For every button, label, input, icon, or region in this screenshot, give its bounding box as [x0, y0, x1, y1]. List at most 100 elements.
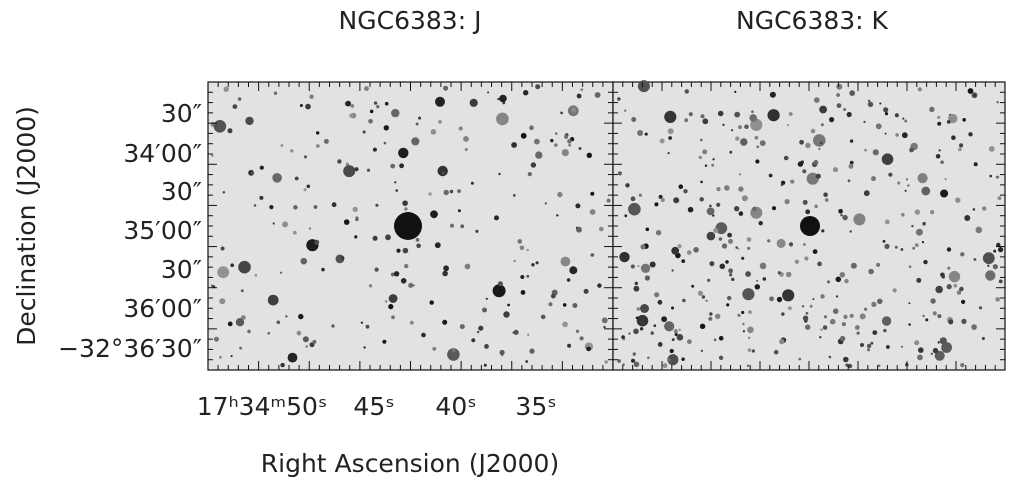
- star: [978, 306, 983, 310]
- star: [883, 107, 889, 113]
- star: [664, 321, 675, 332]
- star: [742, 330, 746, 333]
- star: [948, 319, 954, 325]
- star: [917, 87, 922, 92]
- star: [813, 97, 820, 103]
- star: [921, 241, 925, 244]
- star: [806, 172, 819, 185]
- star: [476, 330, 480, 334]
- star: [497, 281, 503, 287]
- star: [687, 339, 692, 345]
- star: [658, 194, 663, 199]
- star: [956, 290, 962, 295]
- star: [302, 336, 309, 343]
- star: [918, 347, 924, 353]
- star: [835, 295, 839, 298]
- star: [688, 112, 693, 117]
- star: [683, 189, 688, 194]
- star: [922, 314, 925, 318]
- star: [847, 363, 853, 369]
- star: [597, 283, 602, 288]
- star: [721, 243, 728, 249]
- star: [693, 247, 699, 253]
- star: [788, 306, 792, 310]
- star: [576, 226, 582, 233]
- star: [590, 191, 595, 196]
- star: [287, 352, 298, 363]
- star: [856, 331, 860, 335]
- star: [530, 162, 537, 168]
- star: [396, 248, 401, 253]
- star: [987, 264, 990, 267]
- star: [985, 270, 996, 281]
- star: [635, 316, 639, 320]
- star: [839, 335, 846, 342]
- star: [756, 145, 760, 149]
- star: [383, 141, 387, 145]
- bright-star: [394, 212, 422, 240]
- star: [849, 230, 852, 233]
- star: [659, 138, 665, 144]
- star: [700, 349, 704, 352]
- star: [846, 111, 852, 118]
- star: [726, 303, 730, 307]
- star: [812, 298, 815, 301]
- star: [843, 356, 849, 363]
- star: [384, 300, 388, 303]
- star: [384, 101, 389, 106]
- star: [239, 346, 243, 350]
- star: [365, 324, 370, 329]
- star: [728, 238, 733, 244]
- star: [628, 332, 631, 335]
- star: [671, 306, 674, 310]
- star: [402, 200, 408, 206]
- star: [930, 210, 935, 215]
- star: [637, 130, 644, 136]
- star: [700, 114, 705, 119]
- star: [716, 202, 721, 207]
- star: [738, 211, 744, 216]
- star: [883, 328, 887, 333]
- star: [932, 347, 939, 354]
- star: [562, 303, 567, 307]
- star: [734, 111, 741, 118]
- star: [478, 325, 484, 331]
- star: [849, 90, 855, 96]
- star: [640, 304, 649, 313]
- star: [418, 116, 422, 120]
- star: [568, 143, 572, 147]
- star: [383, 125, 389, 131]
- star: [866, 343, 872, 349]
- star: [935, 285, 943, 294]
- star: [527, 172, 532, 177]
- star: [777, 271, 781, 275]
- star: [802, 315, 809, 321]
- star: [222, 191, 226, 194]
- star: [968, 132, 973, 137]
- star: [669, 348, 674, 354]
- star: [832, 167, 839, 173]
- star: [929, 106, 935, 113]
- star: [290, 149, 294, 153]
- star: [805, 324, 811, 330]
- star: [649, 261, 656, 268]
- star: [742, 322, 745, 326]
- star: [590, 253, 595, 257]
- star: [415, 238, 420, 242]
- star: [254, 274, 258, 277]
- star: [734, 206, 740, 212]
- star: [712, 214, 715, 217]
- star: [484, 344, 489, 349]
- star: [667, 358, 671, 362]
- y-tick-label: 30″: [161, 255, 202, 284]
- star: [657, 342, 663, 347]
- star: [847, 179, 851, 183]
- star: [464, 263, 471, 270]
- star: [904, 189, 907, 192]
- star: [578, 147, 582, 150]
- star: [973, 162, 978, 167]
- star: [303, 155, 308, 159]
- star: [822, 325, 828, 330]
- star: [617, 171, 623, 176]
- star: [836, 93, 840, 97]
